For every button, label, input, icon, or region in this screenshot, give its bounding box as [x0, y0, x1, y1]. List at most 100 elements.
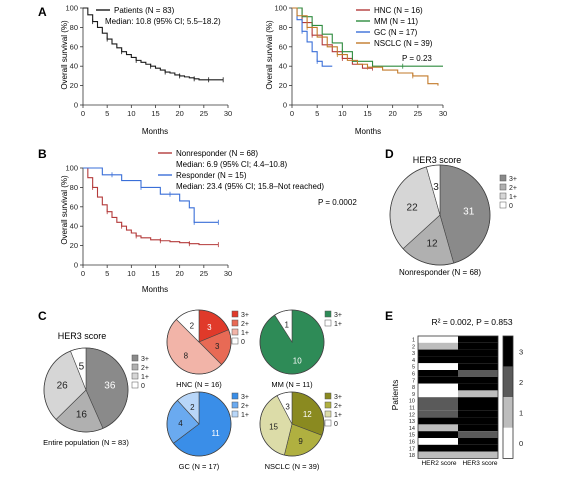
panel-a1-x-tick-label: 0 [81, 109, 85, 118]
panel-d-slice-label: 31 [463, 206, 475, 217]
panel-a2-plot: Overall survival (%) Months HNC (N = 16)… [265, 6, 433, 136]
panel-c-hnc-slice-label: 8 [184, 352, 189, 361]
panel-b-y-tick-label: 0 [74, 261, 78, 270]
panel-c-mm-slice-label: 10 [293, 356, 302, 365]
panel-e-cell [418, 444, 458, 452]
panel-c-mm-legend-swatch [324, 319, 332, 327]
panel-c-entire-legend-swatch [131, 381, 139, 389]
panel-letter-c: C [38, 309, 47, 323]
panel-e-cell [458, 336, 498, 343]
panel-e-colorbar-segment [503, 366, 513, 398]
panel-c-hnc-legend-swatch [231, 337, 239, 345]
panel-d-slice-label: 3 [433, 182, 439, 193]
panel-e-row-label: 9 [412, 392, 415, 398]
panel-e-row-label: 14 [409, 426, 415, 432]
panel-a2-y-tick-label: 100 [274, 4, 287, 13]
panel-c-hnc-legend-label: 0 [241, 339, 245, 346]
panel-c-nsclc-slice-label: 15 [269, 423, 278, 432]
panel-e-cell [458, 342, 498, 350]
panel-e-colorbar-segment [503, 336, 513, 367]
panel-c-nsclc-legend-label: 2+ [334, 403, 342, 410]
panel-a1-y-tick-label: 0 [74, 101, 78, 110]
panel-b-ylabel: Overall survival (%) [60, 175, 69, 245]
panel-b-y-tick-label: 20 [70, 241, 78, 250]
panel-a2-x-tick-label: 0 [290, 109, 294, 118]
panel-c-gc-outline [166, 391, 232, 457]
panel-e-cell [418, 336, 458, 343]
panel-e-cell [418, 438, 458, 445]
panel-e-colorbar-label: 0 [519, 439, 523, 448]
panel-e-cell [418, 356, 458, 364]
panel-a2-y-tick-label: 40 [279, 62, 287, 71]
panel-a1-y-tick-label: 80 [70, 23, 78, 32]
panel-c-entire-slice-label: 16 [76, 409, 88, 420]
panel-a1-ylabel: Overall survival (%) [60, 20, 69, 90]
panel-b-y-tick-label: 40 [70, 222, 78, 231]
panel-c-nsclc-slice-label: 9 [298, 437, 303, 446]
panel-b-xlabel: Months [142, 285, 168, 294]
panel-c-entire-legend-swatch [131, 363, 139, 371]
panel-c-nsclc-legend-swatch [324, 419, 332, 427]
panel-a2-x-tick-label: 10 [338, 109, 346, 118]
panel-d-legend-swatch [499, 201, 507, 209]
panel-e-row-label: 8 [412, 385, 415, 391]
panel-a1-y-tick-label: 60 [70, 42, 78, 51]
panel-a2-x-tick-label: 5 [315, 109, 319, 118]
panel-c-hnc-legend-label: 3+ [241, 312, 249, 319]
panel-c-entire-legend-swatch [131, 354, 139, 362]
panel-a1-xlabel: Months [142, 127, 168, 136]
panel-b-series-line-1 [83, 167, 219, 223]
panel-d-legend-label: 3+ [509, 176, 517, 183]
panel-e-row-label: 13 [409, 419, 415, 425]
panel-d-title: HER3 score [413, 155, 462, 165]
panel-e-colorbar-label: 1 [519, 409, 523, 418]
panel-b-x-tick-label: 15 [151, 269, 159, 278]
panel-c-entire-legend-swatch [131, 372, 139, 380]
panel-a1-x-tick-label: 25 [200, 109, 208, 118]
panel-e-row-label: 10 [409, 399, 415, 405]
panel-a2-x-tick-label: 20 [388, 109, 396, 118]
panel-c-hnc-slice-label: 3 [207, 323, 212, 332]
panel-e-cell [458, 397, 498, 404]
panel-c-hnc-legend-swatch [231, 310, 239, 318]
panel-e-row-label: 18 [409, 453, 415, 459]
panel-a1-y-tick-label: 20 [70, 81, 78, 90]
panel-b-x-tick-label: 25 [200, 269, 208, 278]
panel-c-entire-legend-label: 2+ [141, 365, 149, 372]
panel-e-cell [418, 410, 458, 418]
panel-e-cell [418, 397, 458, 404]
panel-c-hnc-slice-label: 2 [190, 321, 195, 330]
panel-a2-legend-gc: GC (N = 17) [374, 28, 418, 37]
panel-c-gc-legend-swatch [231, 392, 239, 400]
panel-d-slice-label: 22 [407, 203, 419, 214]
panel-e-row-label: 3 [412, 351, 415, 357]
panel-c-gc-legend-label: 1+ [241, 412, 249, 419]
panel-c-mm-legend-swatch [324, 310, 332, 318]
panel-e-colorbar-segment [503, 397, 513, 428]
panel-c-hnc-legend-label: 2+ [241, 321, 249, 328]
panel-letter-b: B [38, 147, 47, 161]
panel-e-cell [458, 438, 498, 445]
panel-c-entire-slice-label: 5 [79, 362, 85, 373]
panel-a1-series-line-0 [83, 7, 224, 81]
panel-e-cell [458, 444, 498, 452]
panel-e-row-label: 15 [409, 433, 415, 439]
panel-e-cell [458, 363, 498, 370]
panel-c-nsclc-legend-swatch [324, 401, 332, 409]
panel-c-mm-caption: MM (N = 11) [271, 380, 313, 389]
panel-e-title: R² = 0.002, P = 0.853 [431, 317, 512, 327]
panel-e-cell [458, 349, 498, 357]
panel-a2-legend-hnc: HNC (N = 16) [374, 6, 423, 15]
panel-e-cell [458, 376, 498, 384]
panel-a1-y-tick-label: 100 [65, 4, 78, 13]
panel-e-cell [418, 390, 458, 398]
panel-e-cell [458, 410, 498, 418]
panel-c-entire-slice-label: 36 [104, 380, 116, 391]
panel-c-nsclc-legend-swatch [324, 392, 332, 400]
panel-c-entire-title: HER3 score [58, 331, 107, 341]
panel-c-nsclc-outline [259, 391, 325, 457]
panel-a2-legend-nsclc: NSCLC (N = 39) [374, 39, 433, 48]
panel-e-cell [458, 356, 498, 364]
panel-b-x-tick-label: 5 [105, 269, 109, 278]
panel-a2-y-tick-label: 20 [279, 81, 287, 90]
